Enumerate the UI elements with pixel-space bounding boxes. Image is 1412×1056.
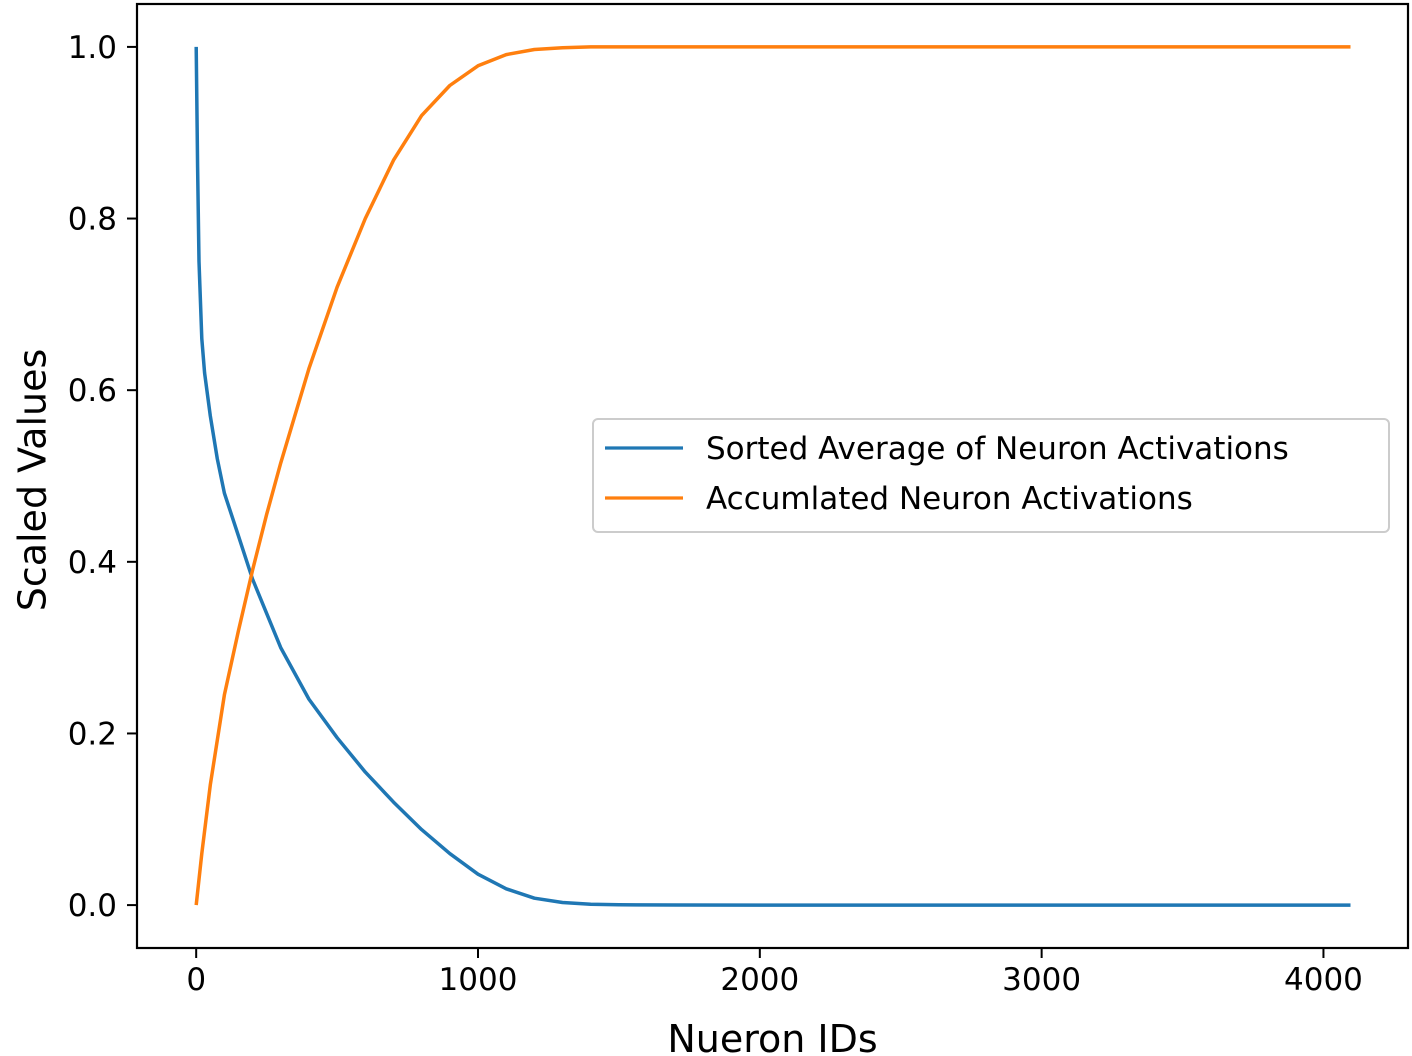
x-tick-label: 3000 [1002, 962, 1081, 998]
y-axis: 0.0 0.2 0.4 0.6 0.8 1.0 [68, 30, 137, 924]
series-line-1 [194, 45, 1351, 906]
y-tick-label: 0.0 [68, 888, 117, 924]
y-tick-label: 0.4 [68, 545, 117, 581]
x-tick-label: 1000 [439, 962, 518, 998]
series-line-0 [194, 46, 1351, 907]
legend-box [592, 418, 1390, 533]
x-axis: 0 1000 2000 3000 4000 [186, 948, 1363, 998]
x-tick-label: 2000 [720, 962, 799, 998]
legend-label-sorted-average: Sorted Average of Neuron Activations [706, 431, 1289, 467]
x-tick-label: 0 [186, 962, 206, 998]
y-tick-label: 0.8 [68, 202, 117, 238]
plot-frame [135, 2, 1410, 950]
x-axis-label: Nueron IDs [667, 1017, 877, 1056]
legend-label-accumulated: Accumlated Neuron Activations [706, 481, 1193, 517]
y-tick-label: 0.6 [68, 373, 117, 409]
x-tick-label: 4000 [1284, 962, 1363, 998]
y-tick-label: 1.0 [68, 30, 117, 66]
y-axis-label: Scaled Values [10, 349, 54, 612]
legend: Sorted Average of Neuron Activations Acc… [592, 418, 1390, 533]
series-layer [194, 45, 1351, 907]
y-tick-label: 0.2 [68, 716, 117, 752]
